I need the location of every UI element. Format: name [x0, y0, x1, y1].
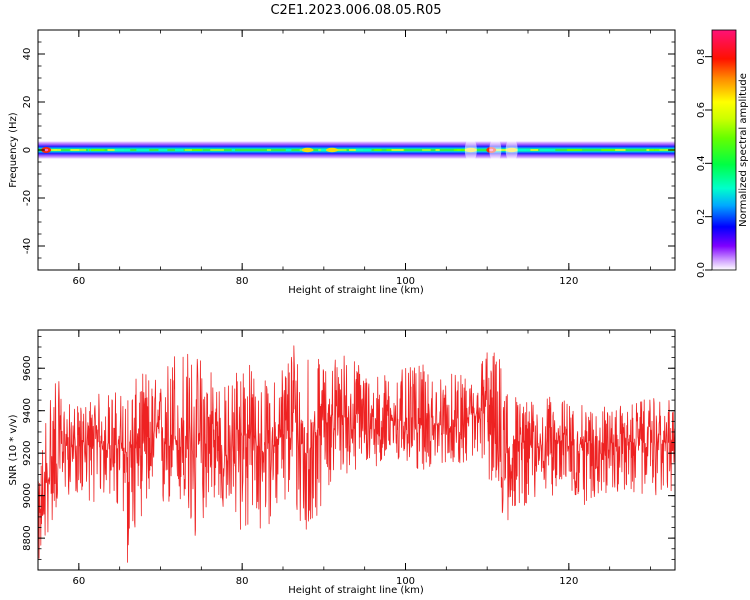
spectral-texture [649, 149, 660, 151]
colorbar-tick-label: 0.6 [696, 102, 707, 118]
spectral-texture [516, 149, 531, 151]
spectral-texture [654, 149, 671, 151]
spectral-hotspot [301, 147, 314, 153]
spectrogram-ytick-label: 0 [22, 147, 33, 153]
snr-ytick-label: 9600 [22, 356, 33, 381]
spectral-texture [184, 149, 192, 151]
spectral-texture [352, 149, 357, 151]
spectral-gap [489, 137, 502, 163]
snr-xtick-label: 120 [559, 576, 578, 587]
spectral-texture [231, 149, 236, 151]
colorbar-tick-label: 0.4 [696, 155, 707, 171]
spectral-texture [107, 149, 118, 151]
snr-ytick-label: 9400 [22, 398, 33, 423]
spectrogram-band [38, 137, 675, 163]
snr-ytick-label: 9200 [22, 440, 33, 465]
spectrogram-ytick-label: -40 [22, 238, 33, 254]
spectrogram-xtick-label: 100 [396, 276, 415, 287]
spectral-texture [175, 149, 184, 151]
spectral-texture [285, 149, 292, 151]
spectral-texture [330, 149, 347, 151]
colorbar-label: Normalized spectral amplitude [738, 73, 749, 227]
snr-ytick-label: 9000 [22, 483, 33, 508]
colorbar-tick-label: 0.2 [696, 209, 707, 225]
colorbar: 0.0 0.2 0.4 0.6 0.8 Normalized spectral ampl… [696, 29, 749, 278]
spectral-texture [567, 149, 582, 151]
spectral-texture [349, 149, 353, 151]
spectral-texture [158, 149, 168, 151]
spectral-texture [453, 149, 459, 151]
spectrogram-ytick-label: 40 [22, 48, 33, 61]
colorbar-gradient [711, 29, 737, 271]
spectral-texture [188, 149, 203, 151]
spectral-hotspot-peak [44, 148, 49, 152]
spectral-texture [70, 149, 80, 151]
spectral-texture [601, 149, 611, 151]
spectral-texture [318, 149, 323, 151]
spectral-texture [53, 149, 61, 151]
spectral-texture [539, 149, 556, 151]
spectrogram-ytick-label: 20 [22, 96, 33, 109]
spectral-texture [355, 149, 372, 151]
spectral-texture [374, 149, 382, 151]
snr-panel: 60 80 100 120 8800 9000 9200 9400 9600 Height of… [8, 329, 676, 596]
spectrogram-xlabel: Height of straight line (km) [288, 285, 424, 296]
spectral-texture [435, 149, 440, 151]
spectral-hotspot [326, 147, 338, 153]
figure-title: C2E1.2023.006.08.05.R05 [270, 3, 441, 18]
spectral-texture [88, 149, 105, 151]
spectral-texture [608, 149, 616, 151]
spectrogram-axes: 60 80 100 120 40 20 0 -20 -40 [22, 29, 675, 287]
spectral-texture [391, 149, 404, 151]
snr-frame [37, 329, 676, 571]
snr-xtick-label: 80 [236, 576, 249, 587]
spectral-texture [422, 149, 431, 151]
snr-ytick-label: 8800 [22, 525, 33, 550]
colorbar-tick-label: 0.8 [696, 49, 707, 65]
spectral-texture [136, 149, 150, 151]
spectrogram-panel: 60 80 100 120 40 20 0 -20 -40 Height of straight… [8, 29, 676, 296]
spectrogram-ylabel: Frequency (Hz) [8, 112, 19, 188]
spectral-texture [114, 149, 131, 151]
snr-axes: 60 80 100 120 8800 9000 9200 9400 9600 [22, 330, 675, 587]
snr-series [38, 345, 675, 563]
spectrogram-xtick-label: 120 [559, 276, 578, 287]
spectral-texture [386, 149, 395, 151]
spectral-texture [530, 149, 539, 151]
spectral-texture [615, 149, 626, 151]
snr-xtick-label: 60 [72, 576, 85, 587]
spectrogram-ytick-label: -20 [22, 190, 33, 206]
colorbar-tick-label: 0.0 [696, 262, 707, 278]
spectral-gap [505, 137, 518, 163]
snr-xlabel: Height of straight line (km) [288, 585, 424, 596]
spectral-texture [90, 149, 95, 151]
spectral-gap [464, 137, 477, 163]
snr-line [38, 345, 675, 563]
spectral-texture [210, 149, 224, 151]
spectral-texture [266, 149, 272, 151]
spectrogram-xtick-label: 80 [236, 276, 249, 287]
snr-ylabel: SNR (10 * v/v) [8, 414, 19, 485]
colorbar-ticks: 0.0 0.2 0.4 0.6 0.8 [696, 49, 712, 278]
snr-xtick-label: 100 [396, 576, 415, 587]
spectrogram-xtick-label: 60 [72, 276, 85, 287]
